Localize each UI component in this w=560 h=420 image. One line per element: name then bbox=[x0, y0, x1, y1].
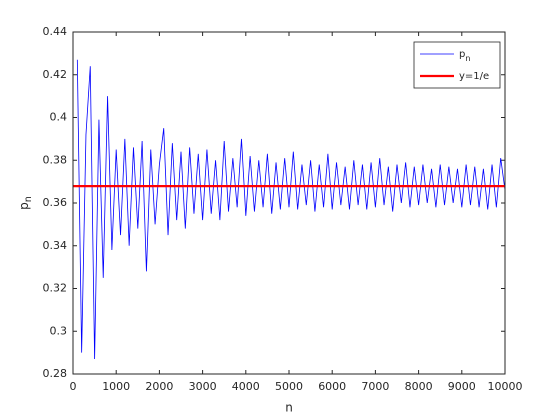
legend-box bbox=[413, 41, 501, 89]
x-tick-label: 4000 bbox=[232, 380, 260, 393]
y-tick-label: 0.44 bbox=[43, 25, 68, 38]
axes-box bbox=[72, 31, 506, 375]
x-tick-label: 2000 bbox=[145, 380, 173, 393]
x-tick-label: 3000 bbox=[189, 380, 217, 393]
y-tick-label: 0.36 bbox=[43, 196, 68, 209]
x-tick-label: 10000 bbox=[488, 380, 523, 393]
x-axis-label: n bbox=[285, 401, 293, 415]
x-tick-label: 8000 bbox=[405, 380, 433, 393]
legend-label: pn bbox=[459, 49, 470, 63]
x-tick-label: 1000 bbox=[102, 380, 130, 393]
y-axis-label: pn bbox=[17, 196, 35, 210]
y-tick-label: 0.42 bbox=[43, 68, 68, 81]
x-tick-label: 7000 bbox=[361, 380, 389, 393]
x-tick-label: 0 bbox=[70, 380, 77, 393]
legend-label: y=1/e bbox=[459, 71, 489, 82]
data-line bbox=[76, 59, 506, 360]
y-tick-label: 0.38 bbox=[43, 153, 68, 166]
y-tick-label: 0.32 bbox=[43, 282, 68, 295]
x-tick-label: 6000 bbox=[318, 380, 346, 393]
y-tick-label: 0.34 bbox=[43, 239, 68, 252]
y-tick-label: 0.28 bbox=[43, 367, 68, 380]
y-tick-label: 0.3 bbox=[50, 324, 68, 337]
x-tick-label: 9000 bbox=[448, 380, 476, 393]
y-tick-label: 0.4 bbox=[50, 111, 68, 124]
x-tick-label: 5000 bbox=[275, 380, 303, 393]
